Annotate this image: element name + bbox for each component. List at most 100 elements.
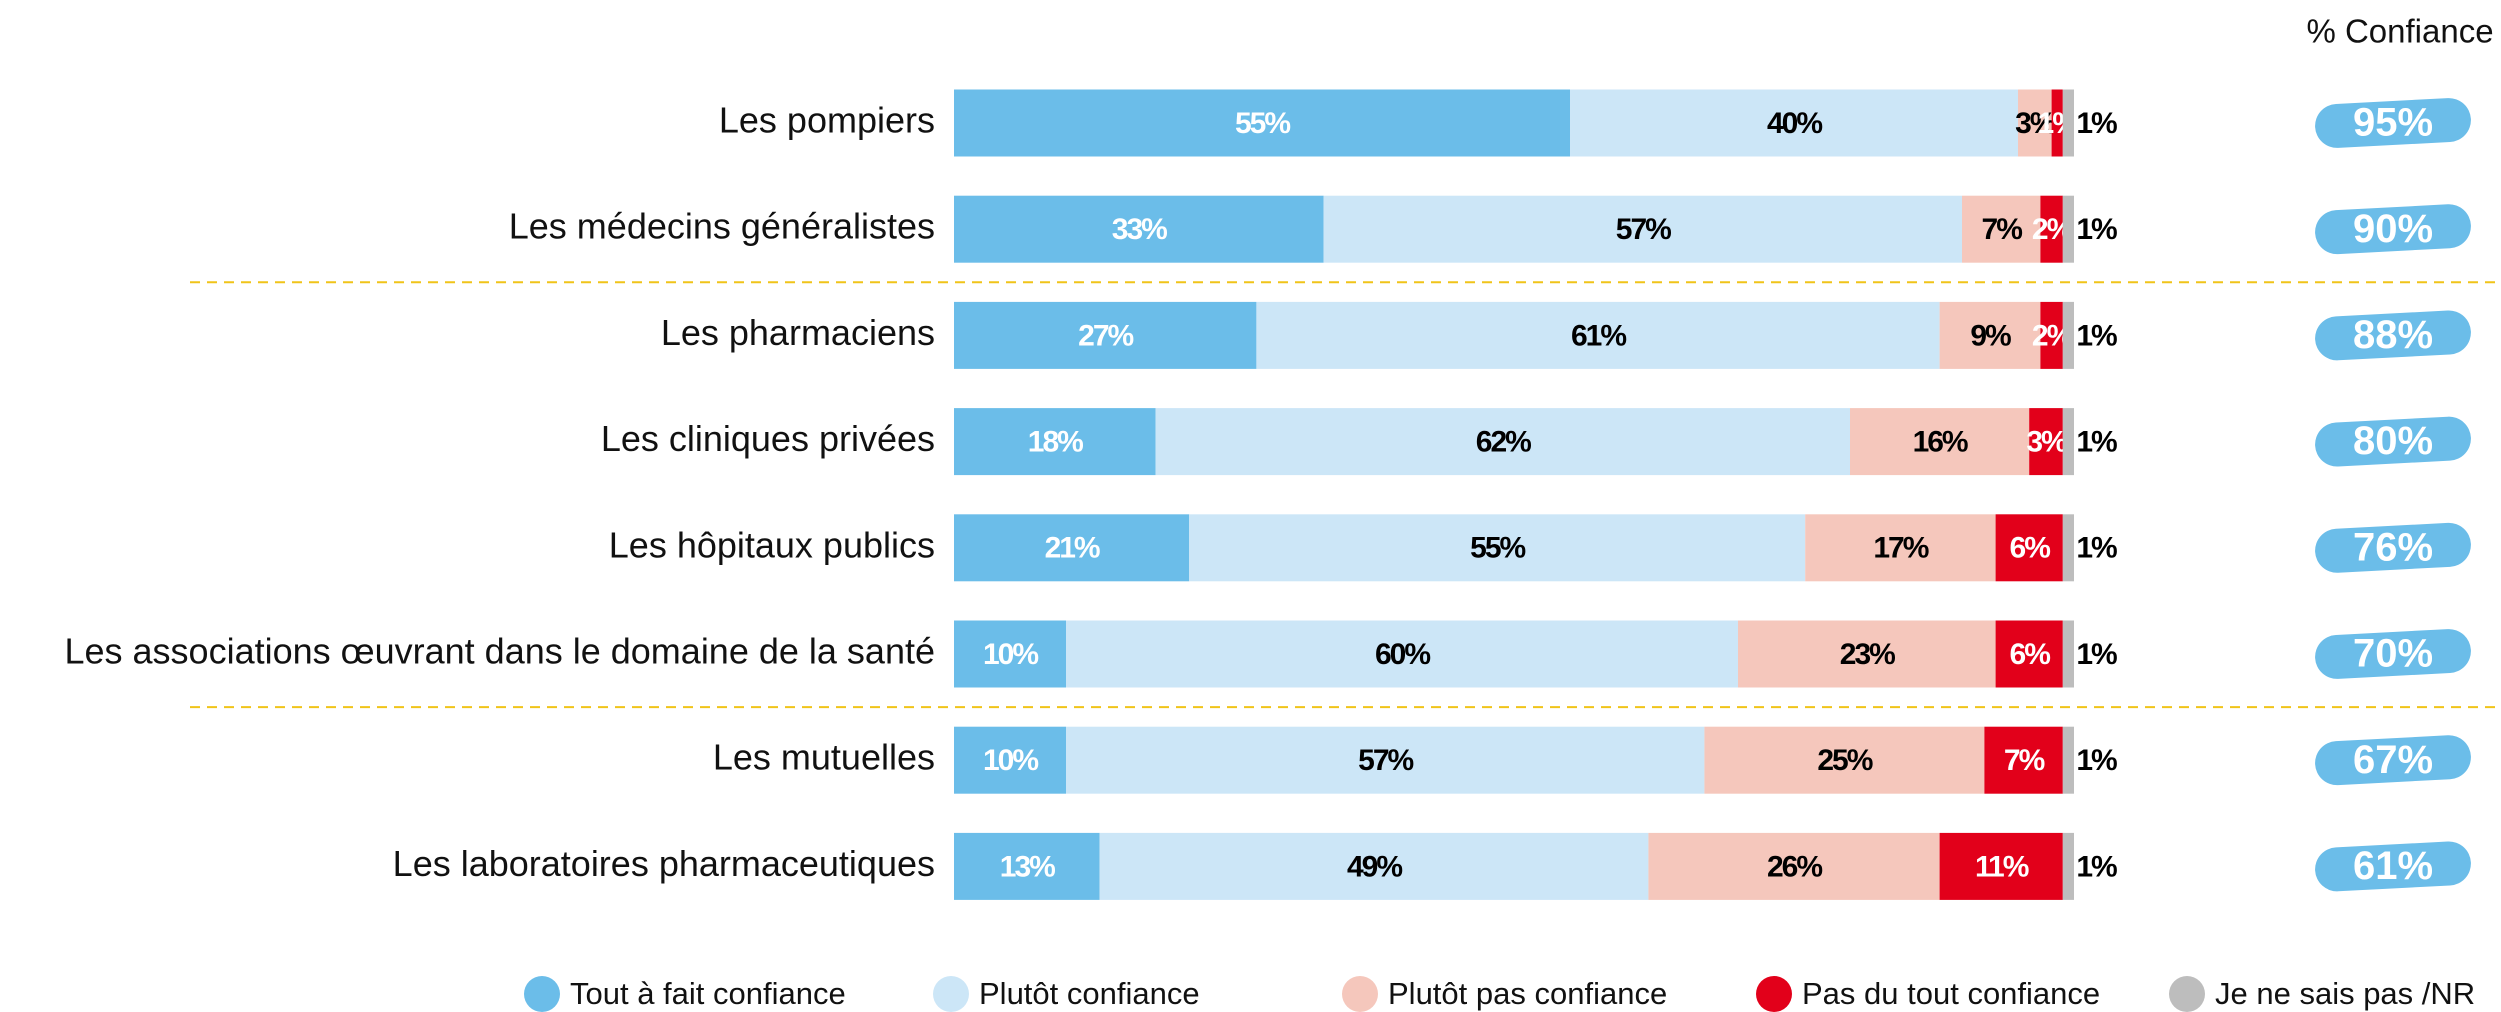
value-label: 1% xyxy=(2076,319,2117,352)
confidence-label: 90% xyxy=(2353,207,2433,251)
bar-segment xyxy=(1189,514,1806,582)
confidence-label: 76% xyxy=(2353,525,2433,569)
category-label: Les cliniques privées xyxy=(601,418,935,459)
value-label: 1% xyxy=(2076,744,2117,777)
value-label: 33% xyxy=(1112,213,1167,246)
legend-label: Pas du tout confiance xyxy=(1802,976,2100,1011)
value-label: 57% xyxy=(1616,213,1671,246)
legend-label: Plutôt pas confiance xyxy=(1388,976,1667,1011)
value-label: 62% xyxy=(1476,426,1531,459)
value-label: 1% xyxy=(2076,213,2117,246)
value-label: 13% xyxy=(1000,850,1055,883)
legend-swatch xyxy=(933,976,969,1012)
value-label: 10% xyxy=(983,744,1038,777)
value-label: 3% xyxy=(2026,426,2067,459)
value-label: 60% xyxy=(1375,638,1430,671)
bar-segment xyxy=(1995,620,2063,688)
legend-label: Tout à fait confiance xyxy=(570,976,846,1011)
value-label: 27% xyxy=(1078,319,1133,352)
confidence-pill xyxy=(2315,310,2471,361)
legend-swatch xyxy=(524,976,560,1012)
value-label: 57% xyxy=(1358,744,1413,777)
bar-segment xyxy=(954,832,1100,900)
category-label: Les médecins généralistes xyxy=(509,206,935,247)
legend-swatch xyxy=(1756,976,1792,1012)
confidence-pill xyxy=(2315,416,2471,467)
value-label: 16% xyxy=(1913,426,1968,459)
bar-segment xyxy=(2062,195,2074,263)
category-label: Les pharmaciens xyxy=(661,312,935,353)
confidence-label: 80% xyxy=(2353,419,2433,463)
confidence-label: 95% xyxy=(2353,101,2433,145)
value-label: 21% xyxy=(1045,532,1100,565)
value-label: 61% xyxy=(1571,319,1626,352)
legend-swatch xyxy=(1342,976,1378,1012)
bar-segment xyxy=(954,195,1324,263)
value-label: 23% xyxy=(1840,638,1895,671)
confidence-pill xyxy=(2315,522,2471,573)
value-label: 25% xyxy=(1817,744,1872,777)
bar-segment xyxy=(2062,301,2074,369)
bar-segment xyxy=(1155,408,1850,476)
value-label: 10% xyxy=(983,638,1038,671)
value-label: 7% xyxy=(2004,744,2045,777)
confidence-pill xyxy=(2315,98,2471,148)
value-label: 17% xyxy=(1873,532,1928,565)
bar-segment xyxy=(1704,726,1985,794)
bar-segment xyxy=(1256,301,1940,369)
bar-segment xyxy=(954,514,1190,582)
bar-segment xyxy=(2062,832,2074,900)
value-label: 49% xyxy=(1347,850,1402,883)
bar-segment xyxy=(954,726,1066,794)
bar-segment xyxy=(1570,89,2018,157)
confidence-header: % Confiance xyxy=(2306,13,2493,50)
confidence-pill xyxy=(2315,629,2471,679)
legend-swatch xyxy=(2169,976,2205,1012)
category-label: Les mutuelles xyxy=(713,737,935,778)
category-label: Les hôpitaux publics xyxy=(609,524,935,565)
bar-segment xyxy=(1066,726,1705,794)
value-label: 7% xyxy=(1982,213,2023,246)
value-label: 40% xyxy=(1767,107,1822,140)
bar-segment xyxy=(2062,514,2074,582)
value-label: 6% xyxy=(2010,638,2051,671)
confidence-pill xyxy=(2315,735,2471,786)
bar-segment xyxy=(1648,832,1940,900)
confidence-pill xyxy=(2315,204,2471,255)
bar-segment xyxy=(2051,89,2063,157)
bar-segment xyxy=(2062,726,2074,794)
value-label: 9% xyxy=(1970,319,2011,352)
bar-segment xyxy=(1939,832,2063,900)
bar-segment xyxy=(1805,514,1996,582)
category-label: Les laboratoires pharmaceutiques xyxy=(393,843,935,884)
bar-segment xyxy=(2062,89,2074,157)
value-label: 18% xyxy=(1028,426,1083,459)
bar-segment xyxy=(2018,89,2052,157)
value-label: 3% xyxy=(2015,107,2056,140)
value-label: 55% xyxy=(1235,107,1290,140)
confidence-label: 88% xyxy=(2353,313,2433,357)
confidence-pill xyxy=(2315,841,2471,892)
bar-segment xyxy=(954,408,1156,476)
category-label: Les associations œuvrant dans le domaine… xyxy=(64,631,935,672)
bar-segment xyxy=(2062,408,2074,476)
bar-segment xyxy=(2040,301,2063,369)
bar-segment xyxy=(2062,620,2074,688)
confidence-label: 61% xyxy=(2353,844,2433,888)
bar-segment xyxy=(1939,301,2041,369)
legend-label: Je ne sais pas /NR xyxy=(2215,976,2475,1011)
bar-segment xyxy=(1066,620,1738,688)
bar-segment xyxy=(1099,832,1649,900)
value-label: 1% xyxy=(2076,426,2117,459)
bar-segment xyxy=(1323,195,1962,263)
bar-segment xyxy=(1984,726,2063,794)
value-label: 1% xyxy=(2076,638,2117,671)
bar-segment xyxy=(2029,408,2063,476)
bar-segment xyxy=(954,620,1066,688)
legend-label: Plutôt confiance xyxy=(979,976,1200,1011)
confidence-label: 70% xyxy=(2353,632,2433,676)
bar-segment xyxy=(1962,195,2041,263)
bar-segment xyxy=(1738,620,1996,688)
value-label: 26% xyxy=(1767,850,1822,883)
